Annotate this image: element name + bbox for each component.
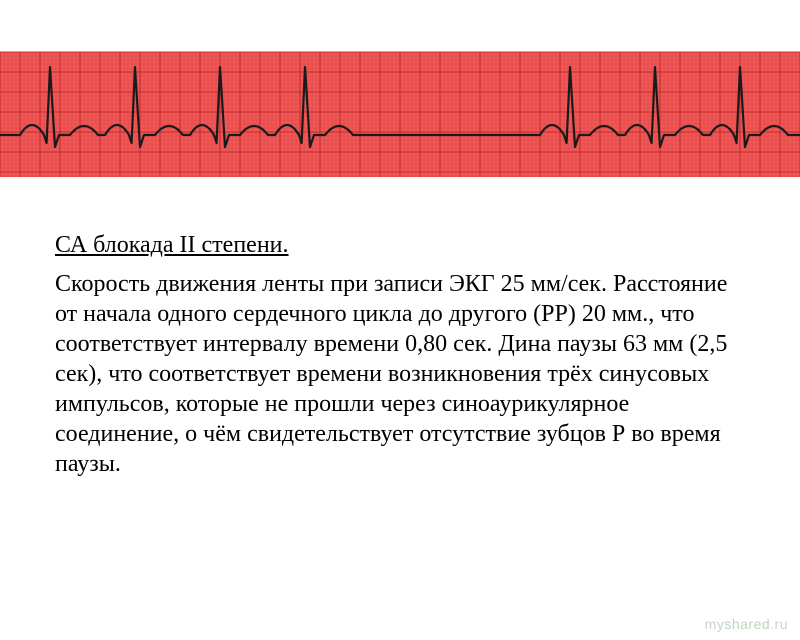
ecg-strip-container bbox=[0, 40, 800, 190]
watermark-part1: my bbox=[705, 616, 725, 632]
diagnosis-title: СА блокада II степени. bbox=[55, 230, 745, 261]
ecg-chart bbox=[0, 40, 800, 190]
text-block: СА блокада II степени. Скорость движения… bbox=[0, 190, 800, 499]
watermark-part2: shared bbox=[724, 616, 770, 632]
watermark: myshared.ru bbox=[705, 616, 788, 632]
watermark-part3: .ru bbox=[770, 616, 788, 632]
diagnosis-description: Скорость движения ленты при записи ЭКГ 2… bbox=[55, 269, 745, 479]
